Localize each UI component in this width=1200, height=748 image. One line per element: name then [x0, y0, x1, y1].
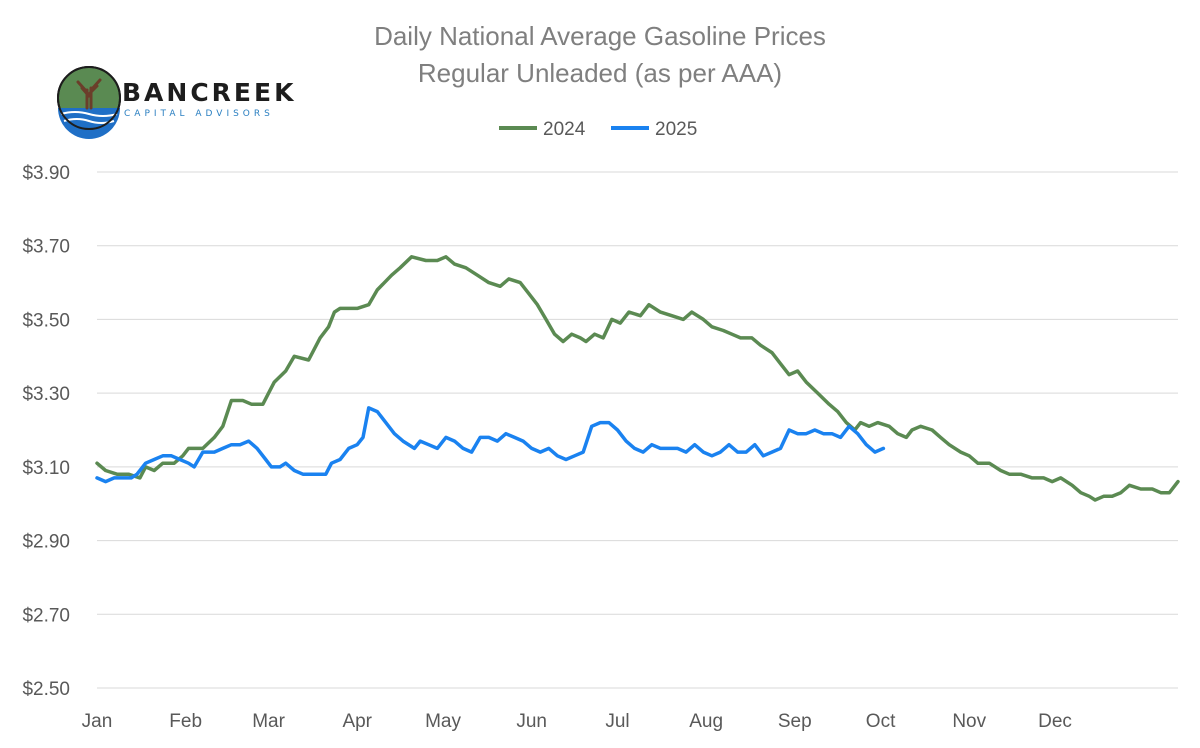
y-tick-label: $3.90	[22, 163, 70, 184]
x-tick-label: Jul	[605, 711, 629, 732]
y-tick-label: $3.50	[22, 310, 70, 331]
legend: 2024 2025	[499, 119, 697, 140]
chart-subtitle: Regular Unleaded (as per AAA)	[418, 58, 782, 88]
series-line-2024	[95, 255, 1180, 502]
x-tick-label: May	[425, 711, 461, 732]
x-tick-label: Jun	[516, 711, 547, 732]
y-tick-label: $2.70	[22, 605, 70, 626]
y-tick-label: $2.50	[22, 679, 70, 700]
x-tick-label: Feb	[169, 711, 202, 732]
x-tick-label: Jan	[82, 711, 113, 732]
series-line-2025	[95, 406, 886, 484]
x-tick-label: Oct	[866, 711, 896, 732]
x-axis-ticks: Jan Feb Mar Apr May Jun Jul Aug Sep Oct Nov Dec	[82, 711, 1072, 732]
legend-label-2024: 2024	[543, 119, 586, 140]
legend-label-2025: 2025	[655, 119, 697, 140]
chart-title: Daily National Average Gasoline Prices	[374, 21, 826, 51]
y-tick-label: $3.70	[22, 237, 70, 258]
y-tick-label: $3.10	[22, 458, 70, 479]
bancreek-logo: BANCREEK CAPITAL ADVISORS	[57, 66, 296, 139]
y-tick-label: $2.90	[22, 532, 70, 553]
logo-name: BANCREEK	[122, 78, 296, 107]
x-tick-label: Dec	[1038, 711, 1072, 732]
y-axis-ticks: $2.50 $2.70 $2.90 $3.10 $3.30 $3.50 $3.70 $3.90	[22, 163, 70, 700]
series-lines	[95, 255, 1180, 502]
x-tick-label: Mar	[252, 711, 285, 732]
y-tick-label: $3.30	[22, 384, 70, 405]
x-tick-label: Sep	[778, 711, 812, 732]
gridlines	[97, 171, 1178, 689]
tree-logo-icon	[57, 66, 121, 139]
x-tick-label: Nov	[952, 711, 986, 732]
x-tick-label: Aug	[689, 711, 723, 732]
logo-tagline: CAPITAL ADVISORS	[124, 109, 274, 119]
x-tick-label: Apr	[342, 711, 372, 732]
